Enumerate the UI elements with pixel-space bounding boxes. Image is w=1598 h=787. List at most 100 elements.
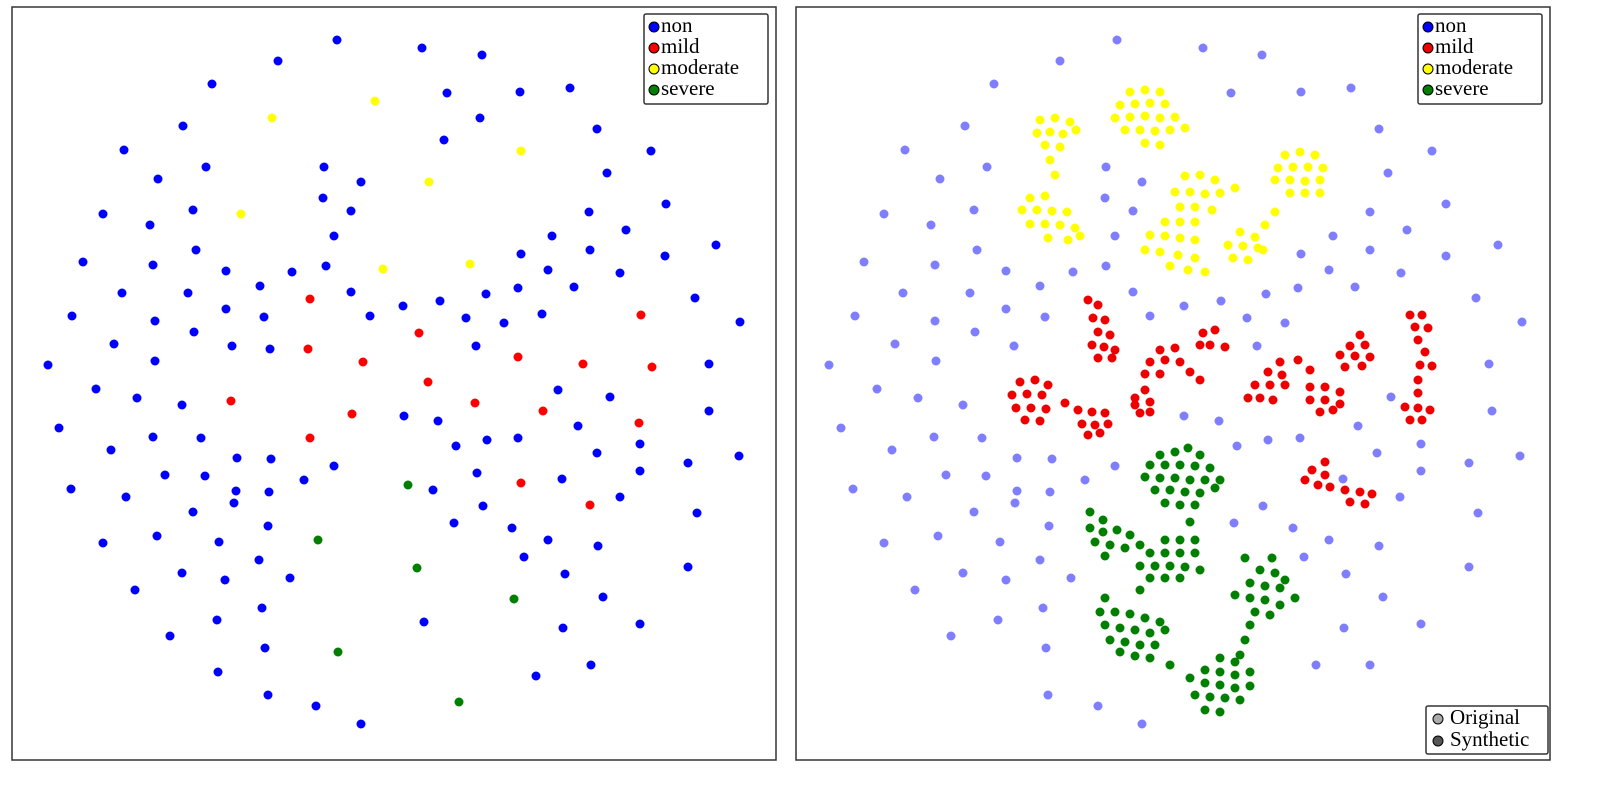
point <box>1160 460 1170 470</box>
point <box>1413 375 1423 385</box>
point <box>930 260 940 270</box>
point <box>1100 193 1110 203</box>
point <box>1288 162 1298 172</box>
point <box>970 327 980 337</box>
point <box>1160 535 1170 545</box>
point <box>982 162 992 172</box>
point <box>321 261 331 271</box>
point <box>1190 500 1200 510</box>
point <box>1137 719 1147 729</box>
point <box>1175 535 1185 545</box>
point <box>1140 613 1150 623</box>
point <box>1175 233 1185 243</box>
point <box>1214 416 1224 426</box>
point <box>1047 206 1057 216</box>
point <box>1416 466 1426 476</box>
point <box>1200 267 1210 277</box>
point <box>98 538 108 548</box>
point <box>1175 548 1185 558</box>
point <box>1155 247 1165 257</box>
point <box>634 418 644 428</box>
point <box>1238 241 1248 251</box>
point <box>150 316 160 326</box>
point <box>1058 129 1068 139</box>
point <box>1145 230 1155 240</box>
point <box>1374 541 1384 551</box>
point <box>1112 35 1122 45</box>
point <box>519 552 529 562</box>
point <box>1070 223 1080 233</box>
point <box>1185 475 1195 485</box>
point <box>419 617 429 627</box>
point <box>1300 188 1310 198</box>
point <box>1413 403 1423 413</box>
point <box>1130 625 1140 635</box>
point <box>1100 620 1110 630</box>
point <box>358 357 368 367</box>
point <box>273 56 283 66</box>
point <box>1243 393 1253 403</box>
point <box>1416 619 1426 629</box>
point <box>1085 507 1095 517</box>
point <box>1043 233 1053 243</box>
point <box>969 507 979 517</box>
point <box>299 475 309 485</box>
point <box>221 304 231 314</box>
point <box>1098 515 1108 525</box>
point <box>1100 315 1110 325</box>
point <box>1140 85 1150 95</box>
point <box>1185 187 1195 197</box>
point <box>1223 240 1233 250</box>
point <box>1245 620 1255 630</box>
point <box>1010 498 1020 508</box>
point <box>1145 357 1155 367</box>
point <box>1252 341 1262 351</box>
point <box>1320 457 1330 467</box>
point <box>1425 405 1435 415</box>
point <box>1160 548 1170 558</box>
point <box>1275 357 1285 367</box>
point <box>188 507 198 517</box>
point <box>305 294 315 304</box>
point <box>226 396 236 406</box>
point <box>859 257 869 267</box>
point <box>513 433 523 443</box>
point <box>1160 217 1170 227</box>
point <box>1135 540 1145 550</box>
point <box>735 317 745 327</box>
point <box>537 309 547 319</box>
point <box>1068 267 1078 277</box>
point <box>365 311 375 321</box>
point <box>1115 623 1125 633</box>
point <box>1045 487 1055 497</box>
point <box>412 563 422 573</box>
point <box>1441 199 1451 209</box>
point <box>1135 125 1145 135</box>
point <box>1295 147 1305 157</box>
point <box>1335 350 1345 360</box>
point <box>1190 235 1200 245</box>
point <box>1340 362 1350 372</box>
point <box>1115 100 1125 110</box>
point <box>423 377 433 387</box>
marker-legend-box <box>1425 705 1549 755</box>
point <box>515 87 525 97</box>
point <box>513 352 523 362</box>
point <box>1175 460 1185 470</box>
point <box>1110 345 1120 355</box>
point <box>449 518 459 528</box>
legend-marker <box>648 42 660 54</box>
point <box>356 719 366 729</box>
point <box>516 146 526 156</box>
point <box>1170 343 1180 353</box>
point <box>1011 403 1021 413</box>
point <box>1350 282 1360 292</box>
point <box>1165 561 1175 571</box>
point <box>229 498 239 508</box>
point <box>635 619 645 629</box>
point <box>1160 498 1170 508</box>
point <box>1300 475 1310 485</box>
point <box>704 359 714 369</box>
point <box>1190 217 1200 227</box>
series <box>236 96 526 274</box>
